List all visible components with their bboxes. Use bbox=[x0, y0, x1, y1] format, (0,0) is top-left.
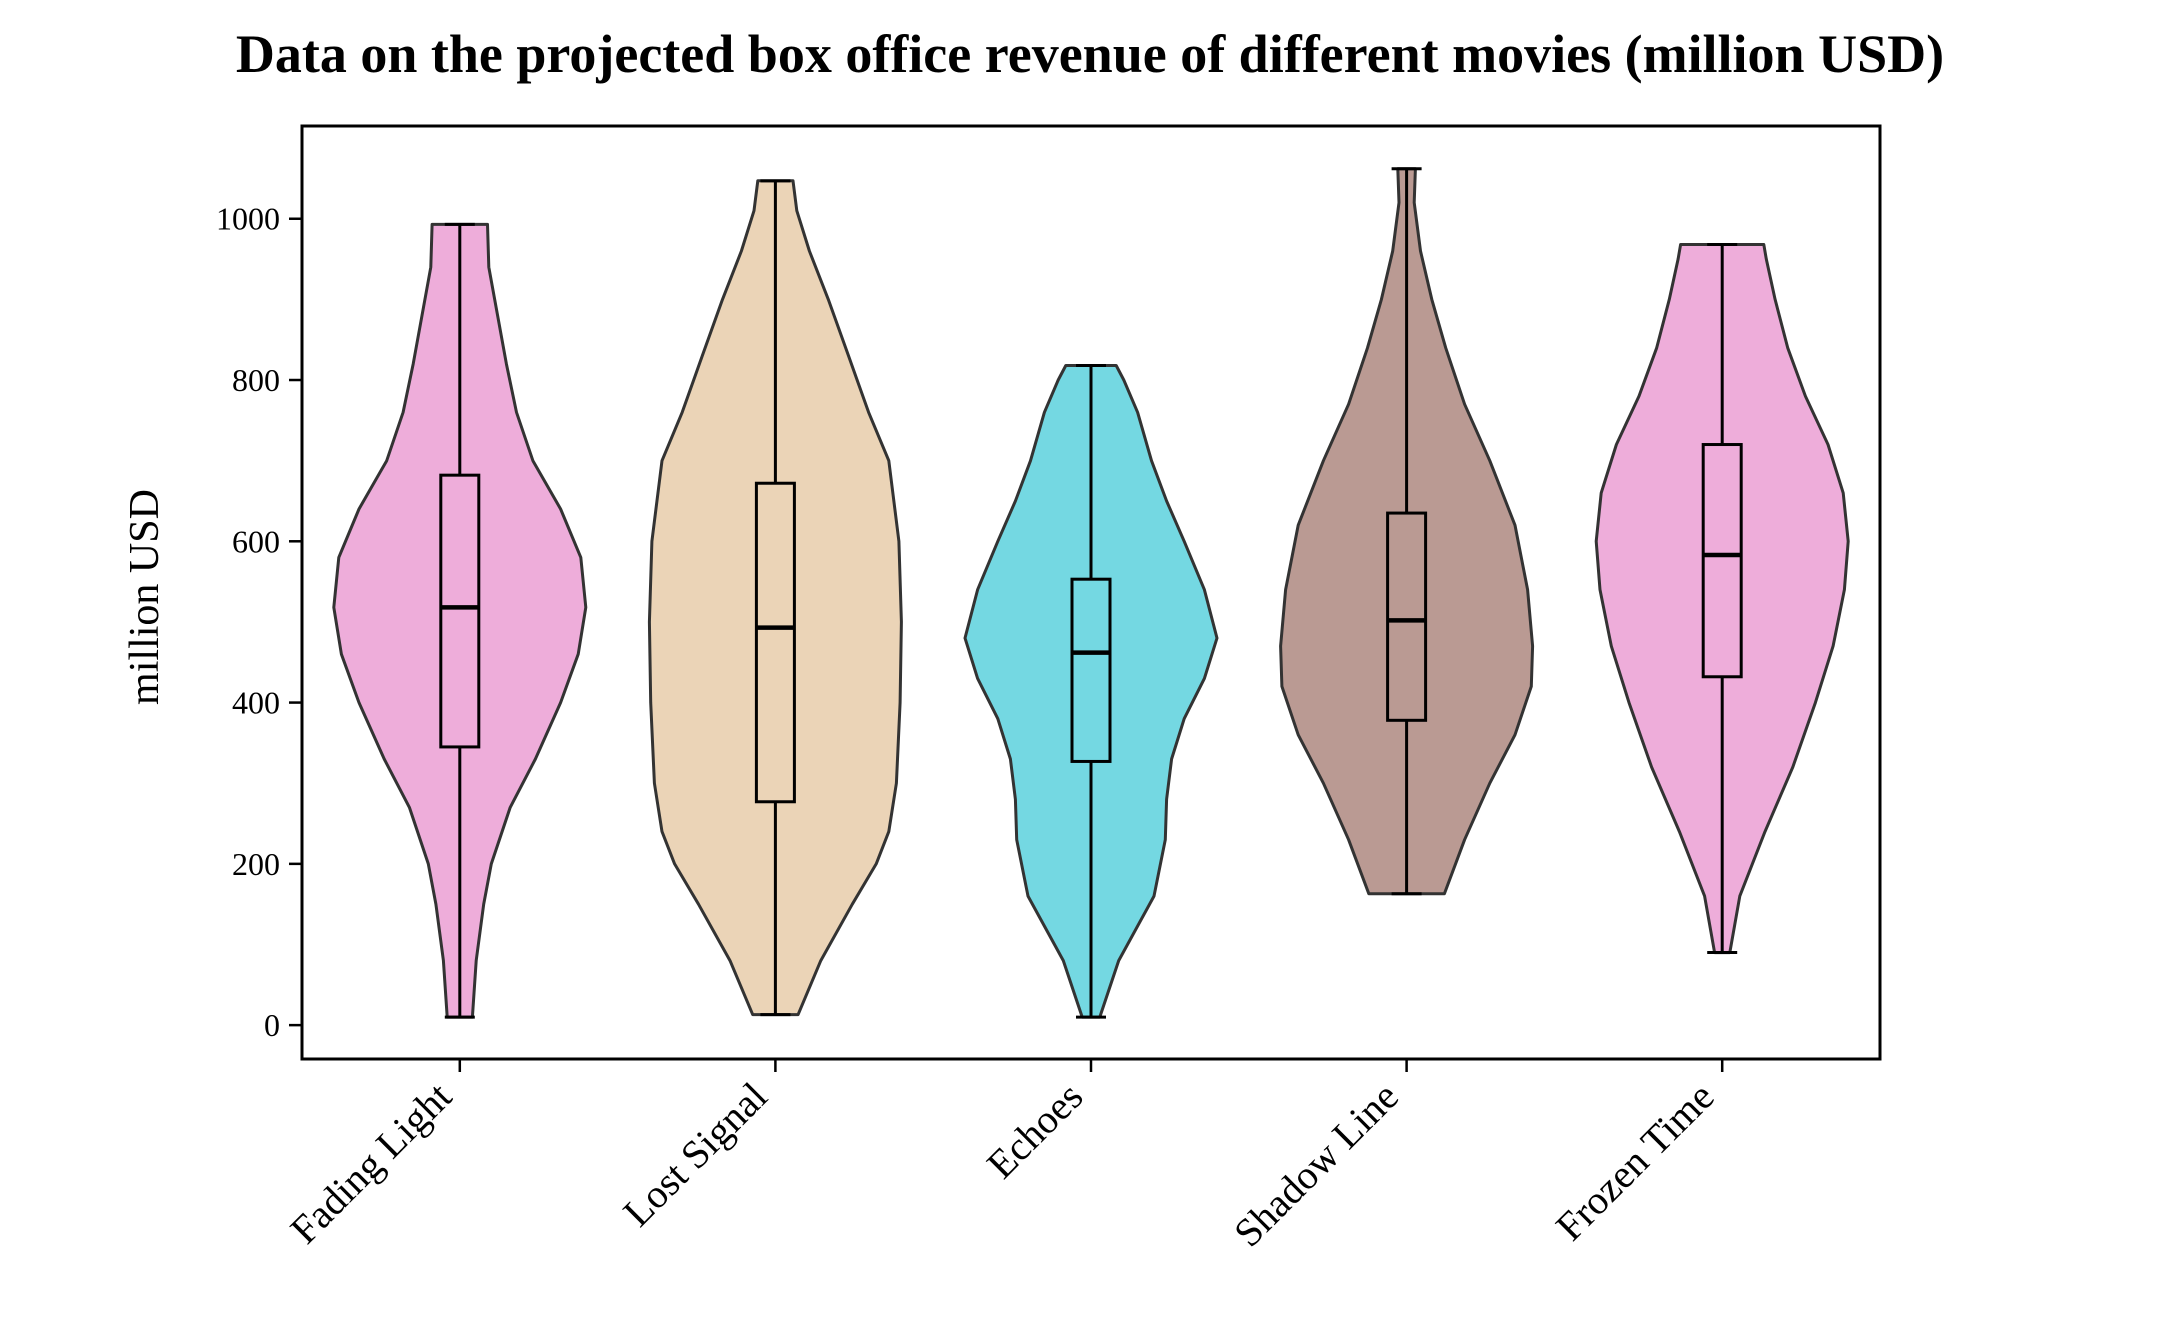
x-tick-label: Echoes bbox=[978, 1074, 1092, 1188]
y-tick-label: 200 bbox=[232, 846, 280, 882]
y-tick-label: 0 bbox=[264, 1007, 280, 1043]
box-iqr bbox=[754, 481, 796, 804]
y-tick-label: 1000 bbox=[216, 201, 280, 237]
box-iqr bbox=[439, 473, 481, 749]
x-tick-label: Frozen Time bbox=[1547, 1074, 1723, 1250]
y-tick-label: 600 bbox=[232, 523, 280, 559]
violin-lost-signal bbox=[647, 179, 903, 1017]
plot-frame bbox=[300, 124, 1882, 1061]
violin-frozen-time bbox=[1594, 243, 1850, 955]
x-tick-label: Fading Light bbox=[281, 1074, 460, 1253]
x-tick-label: Lost Signal bbox=[614, 1074, 775, 1235]
box-iqr bbox=[1701, 443, 1743, 679]
violin-echoes bbox=[963, 364, 1219, 1019]
y-tick-label: 800 bbox=[232, 362, 280, 398]
violins-layer bbox=[332, 167, 1850, 1019]
box-iqr bbox=[1070, 577, 1112, 763]
violin-fading-light bbox=[332, 222, 588, 1019]
y-axis-label: million USD bbox=[122, 489, 168, 705]
boxplots-layer bbox=[439, 167, 1743, 1019]
chart-title: Data on the projected box office revenue… bbox=[236, 24, 1944, 84]
y-tick-label: 400 bbox=[232, 685, 280, 721]
x-tick-label: Shadow Line bbox=[1225, 1074, 1407, 1256]
box-iqr bbox=[1386, 511, 1428, 722]
